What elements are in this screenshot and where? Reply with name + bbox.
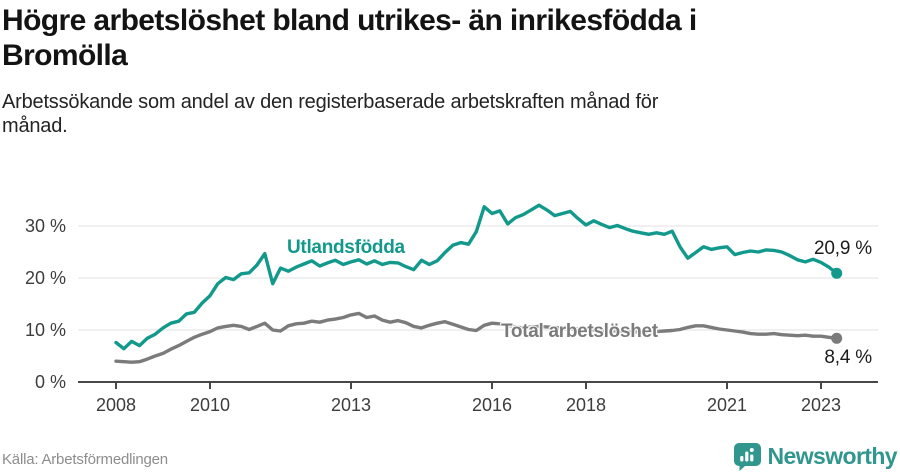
source-note: Källa: Arbetsförmedlingen <box>2 451 168 468</box>
series-end-dot-1 <box>831 332 843 344</box>
newsworthy-icon <box>733 442 761 471</box>
x-tick-label: 2018 <box>566 395 606 415</box>
newsworthy-logo[interactable]: Newsworthy <box>733 441 898 471</box>
y-tick-label: 30 % <box>25 216 66 236</box>
page-title: Högre arbetslöshet bland utrikes- än inr… <box>2 4 697 72</box>
x-tick-label: 2013 <box>331 395 371 415</box>
x-tick-label: 2008 <box>96 395 136 415</box>
newsworthy-wordmark: Newsworthy <box>767 442 898 469</box>
series-line-0 <box>114 203 839 351</box>
y-tick-label: 0 % <box>35 372 66 392</box>
x-tick-label: 2023 <box>801 395 841 415</box>
end-value-label-utlandsfodda: 20,9 % <box>814 238 872 259</box>
x-tick-label: 2016 <box>472 395 512 415</box>
series-label-total-arbetsloshet: Total arbetslöshet <box>501 321 658 342</box>
chart-subtitle: Arbetssökande som andel av den registerb… <box>2 91 659 138</box>
end-value-label-total: 8,4 % <box>824 347 872 368</box>
series-label-utlandsfodda: Utlandsfödda <box>287 237 405 258</box>
x-tick-label: 2010 <box>190 395 230 415</box>
series-line-1 <box>114 311 839 364</box>
y-tick-label: 20 % <box>25 268 66 288</box>
x-tick-label: 2021 <box>707 395 747 415</box>
series-end-dot-0 <box>831 267 843 279</box>
y-tick-label: 10 % <box>25 320 66 340</box>
